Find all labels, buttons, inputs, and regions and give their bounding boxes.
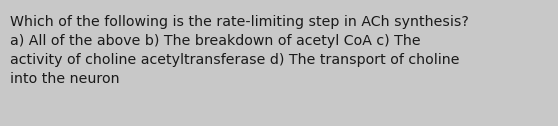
Text: Which of the following is the rate-limiting step in ACh synthesis?
a) All of the: Which of the following is the rate-limit…	[10, 15, 469, 86]
